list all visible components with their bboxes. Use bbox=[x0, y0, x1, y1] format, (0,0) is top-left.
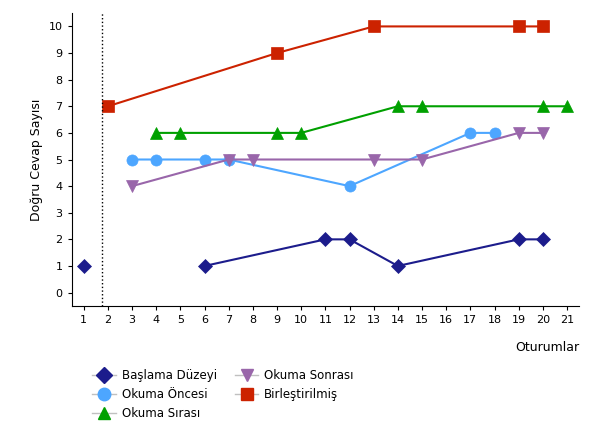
Y-axis label: Doğru Cevap Sayısı: Doğru Cevap Sayısı bbox=[30, 98, 43, 221]
Legend: Başlama Düzeyi, Okuma Öncesi, Okuma Sırası, Okuma Sonrası, Birleştirilmiş: Başlama Düzeyi, Okuma Öncesi, Okuma Sıra… bbox=[88, 364, 358, 425]
Text: Oturumlar: Oturumlar bbox=[515, 340, 579, 354]
